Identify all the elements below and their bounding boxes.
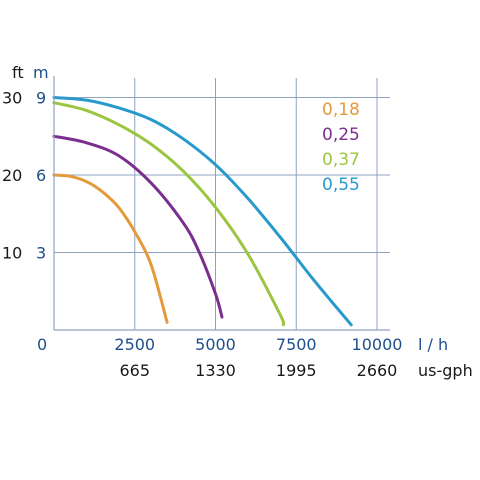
series-line-0-18 (52, 173, 169, 324)
y-tick-label-m-1: 6 (36, 166, 46, 185)
x-tick-labels: 0 2500 5000 7500 10000 665 1330 1995 2660 (37, 335, 402, 380)
x-tick-label-3: 7500 (276, 335, 317, 354)
series-line-0-25 (52, 134, 224, 319)
x-tick-label-secondary-0: 665 (119, 361, 150, 380)
y-tick-label-ft-2: 30 (2, 89, 22, 108)
series-line-0-37 (52, 101, 286, 327)
x-tick-label-2: 5000 (195, 335, 236, 354)
legend-entry-0-55: 0,55 (322, 175, 360, 195)
x-tick-label-1: 2500 (114, 335, 155, 354)
series-line-0-55 (52, 96, 353, 327)
x-tick-label-secondary-3: 2660 (357, 361, 398, 380)
legend-entry-0-18: 0,18 (322, 100, 360, 120)
y-tick-label-m-2: 9 (36, 89, 46, 108)
x-axis-label-secondary: us-gph (418, 361, 473, 380)
y-tick-label-ft-0: 10 (2, 244, 22, 263)
x-tick-label-4: 10000 (352, 335, 403, 354)
legend-entry-0-25: 0,25 (322, 125, 360, 145)
axes (53, 76, 390, 331)
legend-entry-0-37: 0,37 (322, 150, 360, 170)
y-tick-label-ft-1: 20 (2, 166, 22, 185)
x-tick-label-secondary-2: 1995 (276, 361, 317, 380)
y-axis-unit-m: m (33, 63, 49, 82)
y-tick-label-m-0: 3 (36, 244, 46, 263)
legend: 0,18 0,25 0,37 0,55 (322, 100, 360, 195)
y-axis-unit-ft: ft (12, 63, 24, 82)
grid (54, 78, 390, 330)
y-tick-labels: 3 10 6 20 9 30 (2, 89, 46, 263)
x-tick-label-0: 0 (37, 335, 47, 354)
series-curves (52, 96, 353, 327)
x-tick-label-secondary-1: 1330 (195, 361, 236, 380)
x-axis-label: l / h (418, 335, 448, 354)
